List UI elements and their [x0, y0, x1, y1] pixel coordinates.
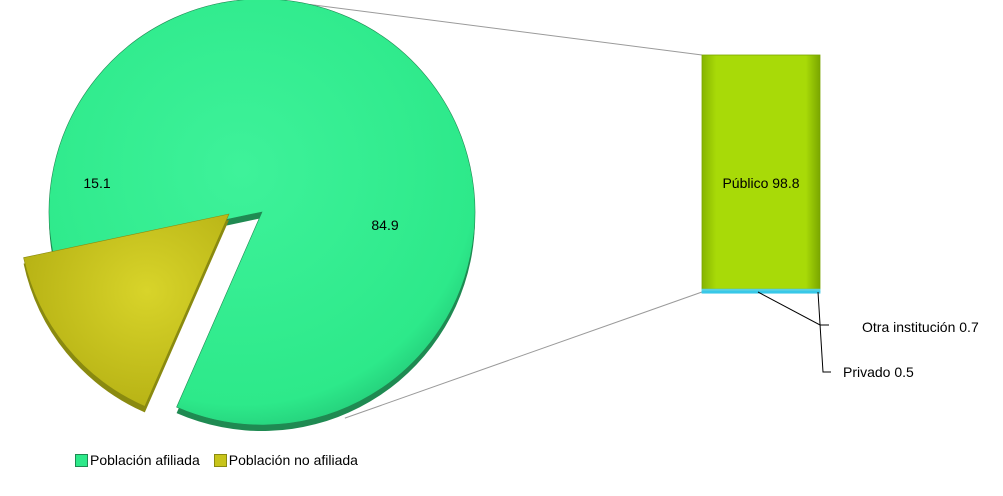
- connector-lines: [309, 3, 703, 419]
- bar-label-privado: Privado 0.5: [843, 364, 914, 380]
- connector-top: [309, 3, 703, 56]
- pie: [23, 0, 476, 431]
- bar-segment-privado: [701, 290, 821, 294]
- pie-slice-afiliada: [48, 0, 476, 431]
- bar-segment-p-blico: [701, 54, 821, 290]
- leader-privado: [817, 291, 831, 373]
- legend-swatch-no-afiliada: [213, 453, 227, 467]
- bar-label-otra-institucion: Otra institución 0.7: [862, 319, 979, 335]
- pie-label-afiliada: 84.9: [371, 217, 398, 233]
- legend-label-no-afiliada: Población no afiliada: [228, 452, 358, 468]
- pie-label-no-afiliada: 15.1: [83, 175, 110, 191]
- pie-slice-face: [23, 213, 230, 407]
- data-labels: 84.9 15.1 Público 98.8 Otra institución 0.7…: [83, 175, 979, 380]
- legend-label-afiliada: Población afiliada: [90, 452, 200, 468]
- legend: Población afiliada Población no afiliada: [75, 452, 358, 468]
- connector-bottom: [344, 291, 703, 419]
- legend-item-no-afiliada: Población no afiliada: [213, 452, 358, 468]
- breakdown-bar: [701, 54, 821, 294]
- pie-slice-no-afiliada: [23, 213, 230, 413]
- legend-swatch-afiliada: [75, 453, 88, 467]
- legend-item-afiliada: Población afiliada: [75, 452, 200, 468]
- pie-slice-face: [48, 0, 476, 426]
- bar-label-publico: Público 98.8: [722, 175, 799, 191]
